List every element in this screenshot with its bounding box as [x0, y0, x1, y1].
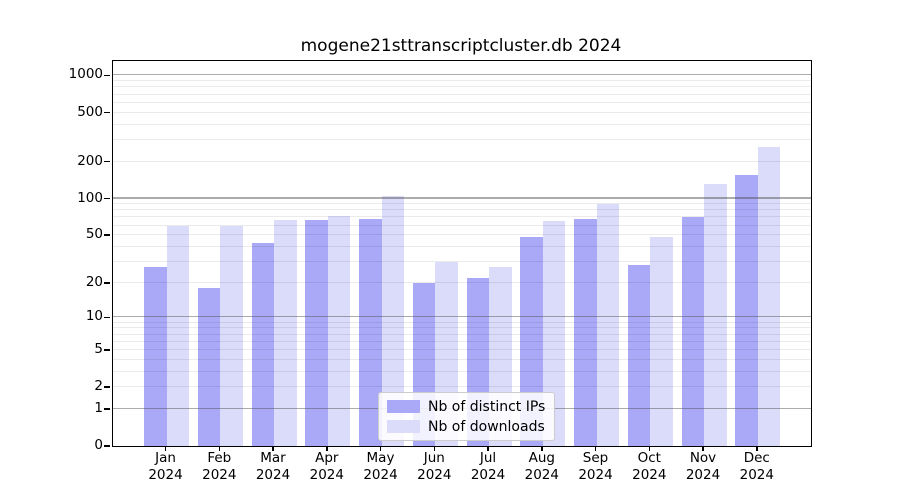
y-tick-label: 2 [94, 378, 103, 395]
y-tick-label: 200 [77, 152, 103, 169]
x-tick-label: Feb 2024 [202, 450, 237, 483]
y-tick-label: 500 [77, 103, 103, 120]
bar-nb-of-distinct-ips-oct [627, 265, 651, 446]
x-tick-mark [326, 446, 328, 451]
legend-swatch-nb-of-distinct-ips [387, 400, 420, 413]
bar-nb-of-downloads-sep [596, 204, 619, 446]
bar-nb-of-downloads-jan [166, 226, 189, 446]
legend-swatch-nb-of-downloads [387, 420, 420, 433]
x-tick-mark [218, 446, 220, 451]
bar-nb-of-downloads-feb [220, 226, 243, 446]
y-tick-mark [104, 111, 110, 114]
x-tick-label: Mar 2024 [255, 450, 291, 483]
y-tick-mark [104, 386, 110, 388]
x-tick-mark [272, 446, 274, 451]
x-tick-label: Jun 2024 [417, 450, 452, 483]
x-tick-label: Jan 2024 [148, 450, 183, 483]
bar-nb-of-distinct-ips-dec [735, 175, 758, 446]
x-tick-mark [702, 446, 704, 451]
x-tick-label: Nov 2024 [685, 450, 721, 483]
bar-nb-of-distinct-ips-may [359, 218, 382, 446]
y-tick-label: 50 [85, 226, 103, 243]
x-tick-mark [487, 446, 489, 451]
x-tick-mark [648, 446, 650, 451]
y-tick-label: 20 [85, 273, 103, 290]
bar-nb-of-distinct-ips-mar [251, 243, 274, 446]
y-tick-mark [104, 408, 110, 410]
x-tick-label: Oct 2024 [632, 450, 667, 483]
legend-entry: Nb of distinct IPs [387, 398, 545, 415]
x-tick-label: Jul 2024 [470, 450, 506, 483]
x-tick-mark [379, 446, 382, 451]
bar-nb-of-downloads-nov [704, 184, 727, 446]
x-tick-mark [541, 446, 543, 451]
y-tick-mark [104, 316, 110, 319]
bar-nb-of-distinct-ips-nov [681, 217, 704, 446]
bar-nb-of-distinct-ips-feb [197, 288, 221, 446]
x-tick-label: Sep 2024 [578, 450, 613, 483]
y-tick-label: 100 [77, 189, 103, 206]
plot-area [104, 60, 812, 447]
y-tick-label: 1 [94, 399, 103, 416]
y-tick-label: 1000 [68, 66, 103, 83]
bar-nb-of-downloads-apr [327, 215, 351, 446]
y-tick-label: 10 [85, 308, 103, 325]
y-tick-mark [104, 234, 110, 236]
bars-layer [113, 61, 811, 446]
y-tick-mark [104, 74, 110, 77]
bar-nb-of-distinct-ips-sep [574, 218, 597, 446]
x-tick-mark [164, 446, 167, 451]
y-tick-mark [104, 282, 110, 284]
y-tick-mark [104, 349, 110, 351]
x-tick-label: May 2024 [363, 450, 398, 483]
x-tick-mark [594, 446, 597, 451]
chart-title: mogene21sttranscriptcluster.db 2024 [300, 36, 622, 56]
bar-nb-of-downloads-oct [650, 237, 673, 446]
x-tick-label: Dec 2024 [739, 450, 774, 483]
y-tick-label: 5 [94, 340, 103, 357]
y-tick-label: 0 [94, 437, 103, 453]
bar-nb-of-downloads-may [381, 196, 404, 446]
y-tick-mark [104, 445, 110, 447]
y-tick-mark [104, 197, 110, 200]
bar-nb-of-downloads-aug [542, 220, 566, 446]
bar-nb-of-distinct-ips-apr [305, 219, 328, 446]
x-tick-label: Apr 2024 [309, 450, 344, 483]
x-tick-mark [756, 446, 758, 451]
x-tick-mark [433, 446, 435, 451]
bar-nb-of-downloads-dec [757, 146, 781, 446]
legend: Nb of distinct IPs Nb of downloads [378, 392, 556, 441]
bar-nb-of-downloads-mar [274, 219, 297, 446]
legend-entry: Nb of downloads [387, 418, 545, 435]
axis-ticks-layer [104, 61, 811, 447]
legend-label: Nb of distinct IPs [428, 398, 546, 415]
legend-label: Nb of downloads [428, 418, 545, 435]
y-tick-mark [104, 160, 110, 163]
x-tick-label: Aug 2024 [524, 450, 559, 483]
bar-nb-of-distinct-ips-jan [144, 267, 167, 446]
